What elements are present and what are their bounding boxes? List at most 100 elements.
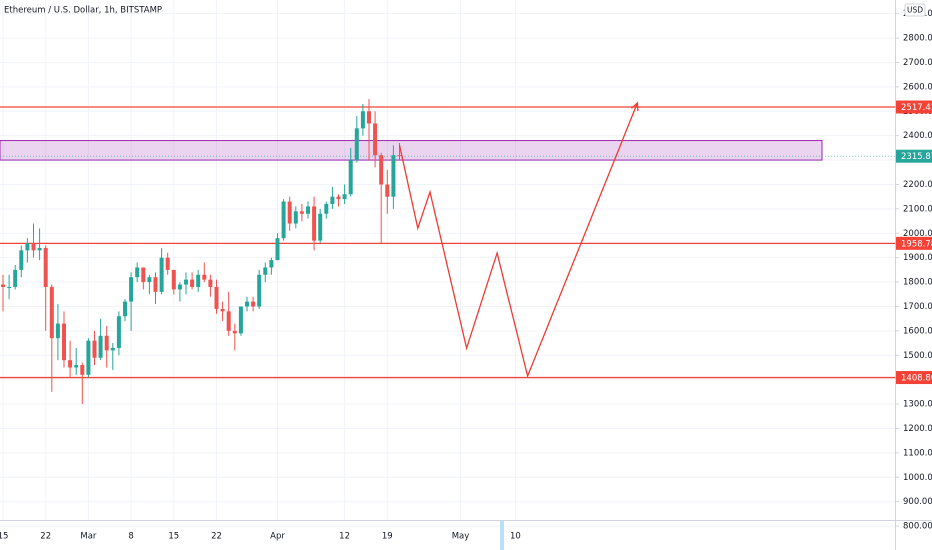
candle-body	[25, 243, 30, 251]
candle-body	[104, 335, 109, 351]
candle-body	[123, 301, 127, 317]
last-price-tag	[896, 149, 932, 163]
candle-body	[281, 201, 286, 239]
zone	[0, 140, 823, 161]
candle-body	[13, 269, 18, 287]
candle-body	[306, 206, 310, 214]
y-tick-label: 1600.00	[903, 326, 932, 336]
candle-body	[299, 211, 304, 214]
x-tick-label: 19	[382, 532, 393, 542]
y-tick-label: 800.00	[903, 522, 932, 532]
x-tick-label: Apr	[270, 532, 285, 542]
candle-body	[80, 365, 85, 375]
candle-body	[336, 196, 341, 200]
x-tick-label: Mar	[80, 532, 97, 542]
candle-body	[1, 284, 5, 287]
x-tick-label: 15	[0, 532, 8, 542]
candle-body	[184, 279, 188, 285]
y-tick-label: 2200.00	[903, 180, 932, 190]
candle-body	[98, 335, 103, 358]
candle-body	[19, 250, 24, 270]
candle-body	[330, 196, 335, 204]
x-tick-label: May	[452, 532, 470, 542]
candle-body	[318, 213, 323, 241]
candle-body	[354, 128, 359, 161]
currency-box[interactable]	[904, 3, 926, 17]
level-label: 1958.78	[901, 239, 932, 249]
candle-body	[220, 308, 225, 312]
x-tick-label: 22	[211, 532, 222, 542]
plot	[0, 99, 895, 405]
x-tick-label: 8	[128, 532, 133, 542]
candle-body	[202, 274, 207, 280]
candle-body	[7, 286, 12, 288]
candle-body	[226, 311, 231, 331]
y-tick-label: 2800.00	[903, 34, 932, 44]
candle-body	[208, 279, 213, 287]
y-tick-label: 2400.00	[903, 131, 932, 141]
projection-arrowhead	[631, 101, 639, 112]
candle-body	[55, 323, 60, 339]
y-tick-label: 1000.00	[903, 473, 932, 483]
candle-body	[379, 155, 384, 185]
candle-body	[92, 340, 97, 358]
y-tick-label: 2700.00	[903, 58, 932, 68]
candle-body	[275, 238, 280, 261]
y-tick-label: 2600.00	[903, 82, 932, 92]
candle-body	[263, 267, 268, 275]
x-tick-label: 12	[339, 532, 350, 542]
level-tag	[896, 100, 932, 114]
y-tick-label: 1900.00	[903, 253, 932, 263]
candle-body	[43, 247, 48, 287]
axes: 800.00 900.00 1000.00 1100.00 1200.00 1300.00…	[0, 9, 932, 542]
candle-body	[62, 323, 66, 361]
y-tick-label: 1700.00	[903, 302, 932, 312]
y-tick-label: 1300.00	[903, 400, 932, 410]
candle-body	[367, 111, 371, 124]
candle-body	[324, 203, 329, 214]
level-label: 1408.80	[901, 374, 932, 384]
candle-body	[37, 247, 42, 251]
level-tag	[896, 236, 932, 250]
y-tick-label: 1200.00	[903, 424, 932, 434]
candle-body	[129, 277, 134, 302]
candle-body	[342, 194, 347, 200]
last-price-label: 2315.87	[901, 152, 932, 162]
candle-body	[159, 257, 164, 292]
y-tick-label: 1800.00	[903, 278, 932, 288]
candle-body	[141, 267, 146, 283]
candle-body	[360, 111, 365, 129]
candle-body	[257, 274, 262, 307]
candle-body	[232, 330, 237, 334]
y-tick-label: 1100.00	[903, 448, 932, 458]
candle-body	[269, 260, 274, 268]
candle-body	[287, 201, 292, 224]
candle-body	[348, 160, 353, 195]
candle-body	[190, 279, 195, 287]
candle-body	[171, 269, 176, 290]
candle-body	[312, 206, 317, 241]
candle-body	[110, 347, 115, 351]
y-tick-label: 2000.00	[903, 229, 932, 239]
candle-body	[293, 211, 298, 224]
candle-body	[147, 277, 152, 283]
candle-body	[214, 286, 219, 309]
y-tick-label: 2100.00	[903, 204, 932, 214]
level-tag	[896, 371, 932, 385]
x-tick-label: 10	[510, 532, 521, 542]
candle-body	[391, 155, 396, 197]
chart-title: Ethereum / U.S. Dollar, 1h, BITSTAMP	[4, 6, 162, 16]
projection-line	[398, 102, 639, 379]
level-label: 2517.43	[901, 103, 932, 113]
grid	[0, 0, 895, 527]
time-cursor	[500, 521, 504, 550]
candle-body	[135, 267, 140, 278]
x-tick-label: 15	[168, 532, 179, 542]
currency: USD	[907, 6, 923, 15]
candle-body	[74, 365, 79, 368]
candle-body	[31, 243, 36, 251]
y-tick-label: 1500.00	[903, 351, 932, 361]
